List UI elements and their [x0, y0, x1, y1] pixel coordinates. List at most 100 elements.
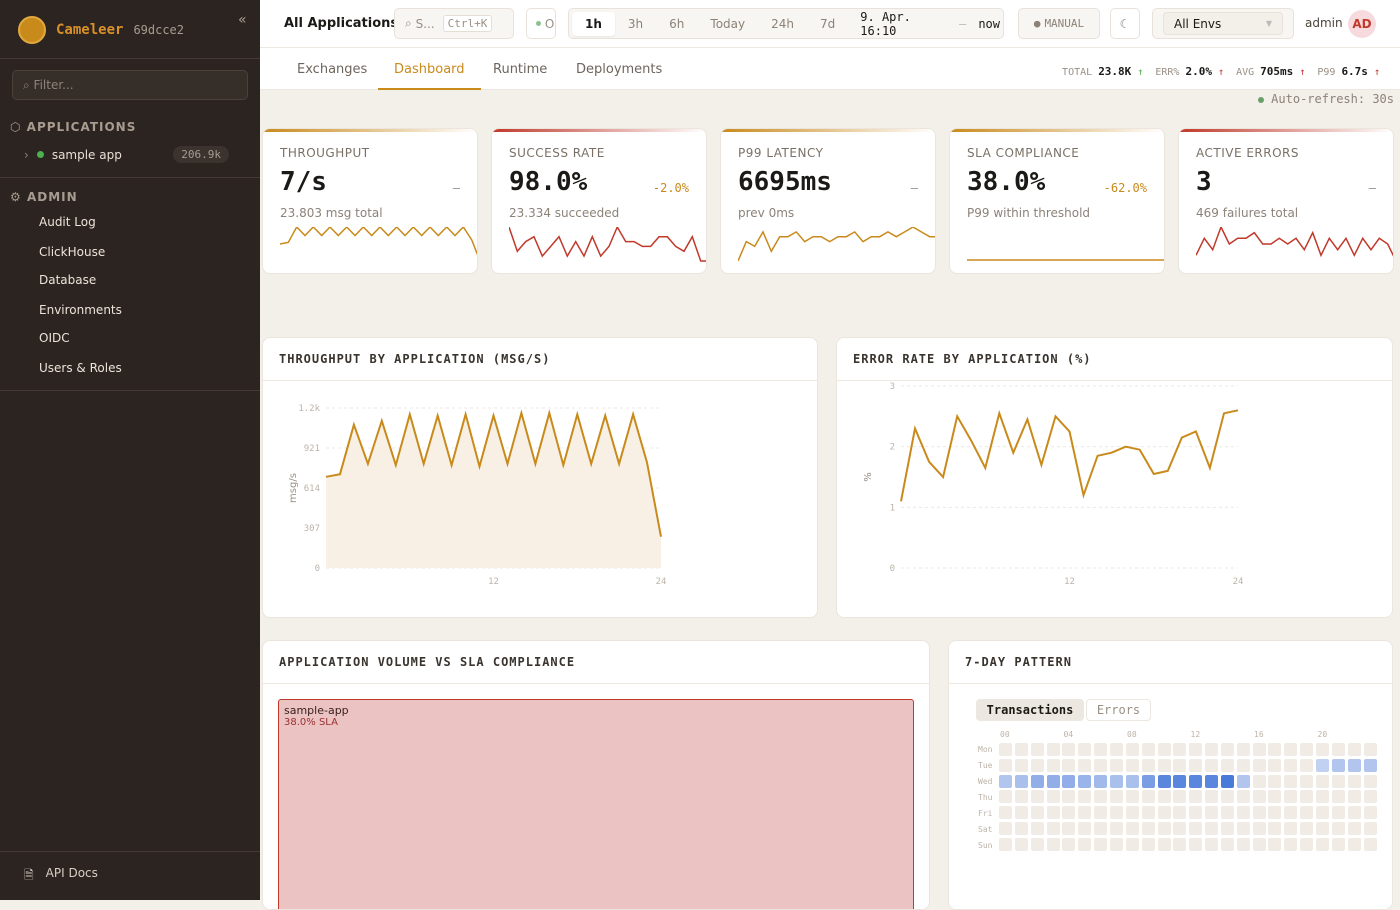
heatmap-cell[interactable] [1142, 759, 1155, 772]
heatmap-cell[interactable] [1062, 759, 1075, 772]
heatmap-cell[interactable] [1300, 790, 1313, 803]
kpi-card-success-rate[interactable]: SUCCESS RATE 98.0% -2.0% 23.334 succeede… [491, 128, 707, 274]
heatmap-cell[interactable] [1364, 775, 1377, 788]
heatmap-cell[interactable] [1205, 759, 1218, 772]
time-range-3h[interactable]: 3h [615, 12, 656, 36]
heatmap-cell[interactable] [1300, 759, 1313, 772]
sidebar-item-users-roles[interactable]: Users & Roles [39, 361, 122, 375]
heatmap-cell[interactable] [1078, 743, 1091, 756]
theme-toggle-moon-icon[interactable]: ☾ [1110, 8, 1140, 39]
heatmap-cell[interactable] [1110, 806, 1123, 819]
heatmap-cell[interactable] [1142, 806, 1155, 819]
heatmap-cell[interactable] [1158, 759, 1171, 772]
heatmap-cell[interactable] [1364, 743, 1377, 756]
heatmap-cell[interactable] [999, 759, 1012, 772]
heatmap-cell[interactable] [1142, 790, 1155, 803]
heatmap-cell[interactable] [1062, 775, 1075, 788]
heatmap-cell[interactable] [999, 822, 1012, 835]
treemap-tile[interactable]: sample-app 38.0% SLA [278, 699, 914, 910]
heatmap-cell[interactable] [1031, 775, 1044, 788]
heatmap-cell[interactable] [1253, 743, 1266, 756]
heatmap-cell[interactable] [1237, 759, 1250, 772]
heatmap-cell[interactable] [1205, 838, 1218, 851]
heatmap-cell[interactable] [1205, 822, 1218, 835]
heatmap-cell[interactable] [1015, 838, 1028, 851]
tab-runtime[interactable]: Runtime [493, 62, 547, 77]
heatmap-cell[interactable] [1237, 790, 1250, 803]
heatmap-cell[interactable] [1094, 822, 1107, 835]
heatmap-cell[interactable] [1332, 822, 1345, 835]
avatar[interactable]: AD [1348, 10, 1376, 38]
heatmap-cell[interactable] [1348, 759, 1361, 772]
range-from[interactable]: 9. Apr. 16:10 [860, 10, 947, 38]
heatmap-cell[interactable] [1173, 822, 1186, 835]
heatmap-cell[interactable] [1078, 759, 1091, 772]
heatmap-cell[interactable] [1110, 775, 1123, 788]
kpi-card-sla-compliance[interactable]: SLA COMPLIANCE 38.0% -62.0% P99 within t… [949, 128, 1165, 274]
heatmap-cell[interactable] [1332, 838, 1345, 851]
heatmap-cell[interactable] [1221, 806, 1234, 819]
heatmap-cell[interactable] [1126, 822, 1139, 835]
heatmap-cell[interactable] [1364, 759, 1377, 772]
heatmap-cell[interactable] [999, 806, 1012, 819]
heatmap-cell[interactable] [1221, 790, 1234, 803]
heatmap-cell[interactable] [1031, 822, 1044, 835]
heatmap-cell[interactable] [1189, 822, 1202, 835]
heatmap-cell[interactable] [999, 790, 1012, 803]
heatmap-cell[interactable] [1158, 806, 1171, 819]
heatmap-cell[interactable] [1300, 775, 1313, 788]
sidebar-item-sample-app[interactable]: › sample app 206.9k [24, 146, 229, 163]
heatmap-cell[interactable] [1221, 743, 1234, 756]
heatmap-cell[interactable] [1316, 743, 1329, 756]
heatmap-cell[interactable] [1094, 743, 1107, 756]
heatmap-cell[interactable] [1031, 806, 1044, 819]
heatmap-cell[interactable] [1268, 790, 1281, 803]
range-to[interactable]: now [978, 17, 1000, 31]
heatmap-cell[interactable] [1284, 806, 1297, 819]
sidebar-item-clickhouse[interactable]: ClickHouse [39, 245, 105, 259]
heatmap-cell[interactable] [1078, 838, 1091, 851]
sidebar-item-database[interactable]: Database [39, 273, 96, 287]
heatmap-cell[interactable] [1189, 790, 1202, 803]
chevron-right-icon[interactable]: › [24, 148, 29, 162]
heatmap-cell[interactable] [1284, 838, 1297, 851]
heatmap-cell[interactable] [1268, 838, 1281, 851]
heatmap-cell[interactable] [1253, 822, 1266, 835]
heatmap-cell[interactable] [1221, 759, 1234, 772]
heatmap-cell[interactable] [1348, 775, 1361, 788]
refresh-mode-button[interactable]: ● MANUAL [1018, 8, 1100, 39]
heatmap-cell[interactable] [1062, 822, 1075, 835]
heatmap-cell[interactable] [1300, 838, 1313, 851]
heatmap-cell[interactable] [1268, 822, 1281, 835]
time-range-today[interactable]: Today [697, 12, 758, 36]
heatmap-cell[interactable] [1332, 790, 1345, 803]
heatmap-cell[interactable] [1078, 822, 1091, 835]
heatmap-cell[interactable] [1253, 790, 1266, 803]
heatmap-cell[interactable] [1031, 759, 1044, 772]
heatmap-cell[interactable] [1126, 775, 1139, 788]
heatmap-cell[interactable] [1110, 759, 1123, 772]
heatmap-cell[interactable] [1015, 822, 1028, 835]
heatmap-cell[interactable] [1316, 838, 1329, 851]
heatmap-cell[interactable] [1253, 806, 1266, 819]
heatmap-cell[interactable] [1205, 790, 1218, 803]
time-range-7d[interactable]: 7d [807, 12, 848, 36]
heatmap-cell[interactable] [1158, 790, 1171, 803]
heatmap-cell[interactable] [1205, 743, 1218, 756]
heatmap-cell[interactable] [1094, 775, 1107, 788]
heatmap-cell[interactable] [1173, 790, 1186, 803]
heatmap-cell[interactable] [1173, 838, 1186, 851]
heatmap-cell[interactable] [1268, 743, 1281, 756]
heatmap-cell[interactable] [1047, 790, 1060, 803]
heatmap-cell[interactable] [1015, 806, 1028, 819]
time-range-6h[interactable]: 6h [656, 12, 697, 36]
heatmap-cell[interactable] [1189, 775, 1202, 788]
kpi-card-active-errors[interactable]: ACTIVE ERRORS 3 – 469 failures total [1178, 128, 1394, 274]
heatmap-cell[interactable] [1237, 806, 1250, 819]
tab-dashboard[interactable]: Dashboard [378, 62, 481, 90]
heatmap-cell[interactable] [1237, 775, 1250, 788]
heatmap-cell[interactable] [1126, 743, 1139, 756]
heatmap-cell[interactable] [1284, 743, 1297, 756]
heatmap-cell[interactable] [1268, 806, 1281, 819]
heatmap-cell[interactable] [1284, 822, 1297, 835]
